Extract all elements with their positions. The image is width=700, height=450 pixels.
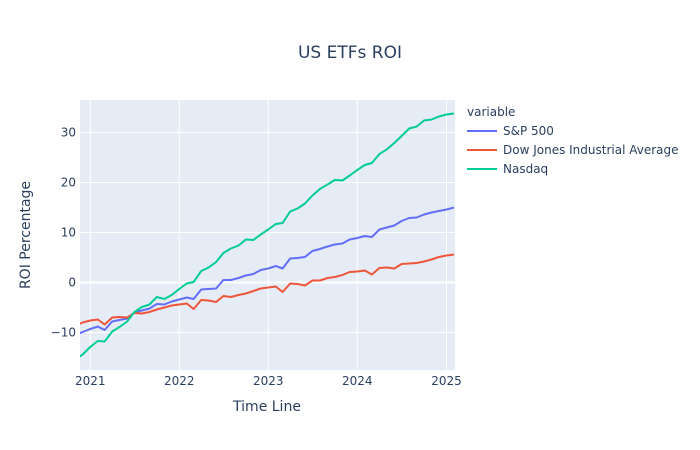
y-tick-label: 20 [61, 176, 76, 190]
legend-label: Nasdaq [503, 162, 548, 176]
legend-title: variable [467, 105, 515, 119]
x-tick-label: 2023 [253, 374, 284, 388]
x-tick-label: 2025 [431, 374, 462, 388]
legend-label: Dow Jones Industrial Average [503, 143, 679, 157]
y-axis-title: ROI Percentage [18, 181, 34, 289]
legend: variable S&P 500 Dow Jones Industrial Ave… [467, 105, 679, 176]
y-tick-label: 10 [61, 226, 76, 240]
x-axis-ticks: 2021 2022 2023 2024 2025 [75, 374, 462, 388]
x-tick-label: 2022 [164, 374, 195, 388]
series-line-0 [80, 206, 455, 335]
x-axis-title: Time Line [232, 399, 301, 415]
x-tick-label: 2021 [75, 374, 106, 388]
series-lines [80, 112, 455, 358]
chart-title: US ETFs ROI [298, 43, 402, 63]
series-line-2 [80, 112, 455, 358]
series-line-1 [80, 253, 455, 326]
y-tick-label: 0 [68, 276, 76, 290]
x-tick-label: 2024 [342, 374, 373, 388]
grid-lines [80, 100, 455, 370]
y-tick-label: 30 [61, 126, 76, 140]
legend-label: S&P 500 [503, 124, 554, 138]
y-axis-ticks: −10 0 10 20 30 [51, 126, 76, 340]
y-tick-label: −10 [51, 326, 76, 340]
plot-area [80, 100, 455, 370]
